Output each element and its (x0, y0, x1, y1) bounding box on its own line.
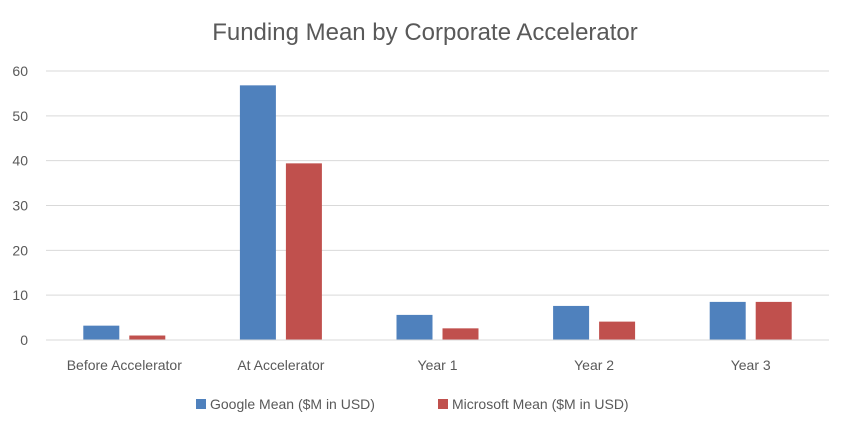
y-tick-label: 60 (12, 63, 28, 79)
legend-swatch-0 (196, 399, 206, 409)
bar-microsoft-4 (755, 301, 792, 340)
x-category-label: Year 2 (574, 357, 614, 373)
chart-title: Funding Mean by Corporate Accelerator (212, 19, 638, 46)
y-tick-label: 40 (12, 153, 28, 169)
y-axis-tick-labels: 0 10 20 30 40 50 60 (12, 63, 28, 348)
x-category-label: At Accelerator (237, 357, 324, 373)
x-axis-category-labels: Before Accelerator At Accelerator Year 1 Ye… (67, 357, 771, 373)
legend-label-1: Microsoft Mean ($M in USD) (452, 396, 629, 412)
x-category-label: Before Accelerator (67, 357, 183, 373)
bar-microsoft-2 (442, 328, 479, 340)
x-category-label: Year 1 (418, 357, 458, 373)
bar-google-1 (239, 85, 276, 340)
y-tick-label: 50 (12, 108, 28, 124)
y-tick-label: 0 (20, 332, 28, 348)
bars (83, 85, 792, 340)
legend: Google Mean ($M in USD) Microsoft Mean ($… (196, 396, 629, 412)
legend-label-0: Google Mean ($M in USD) (210, 396, 375, 412)
y-tick-label: 30 (12, 198, 28, 214)
y-tick-label: 10 (12, 287, 28, 303)
bar-google-2 (396, 314, 433, 340)
bar-google-3 (553, 305, 590, 340)
y-tick-label: 20 (12, 242, 28, 258)
bar-microsoft-0 (129, 335, 166, 340)
bar-microsoft-1 (285, 163, 322, 340)
legend-swatch-1 (438, 399, 448, 409)
bar-google-0 (83, 325, 120, 340)
bar-microsoft-3 (599, 321, 636, 340)
bar-google-4 (709, 301, 746, 340)
gridlines (46, 70, 829, 296)
x-category-label: Year 3 (731, 357, 771, 373)
